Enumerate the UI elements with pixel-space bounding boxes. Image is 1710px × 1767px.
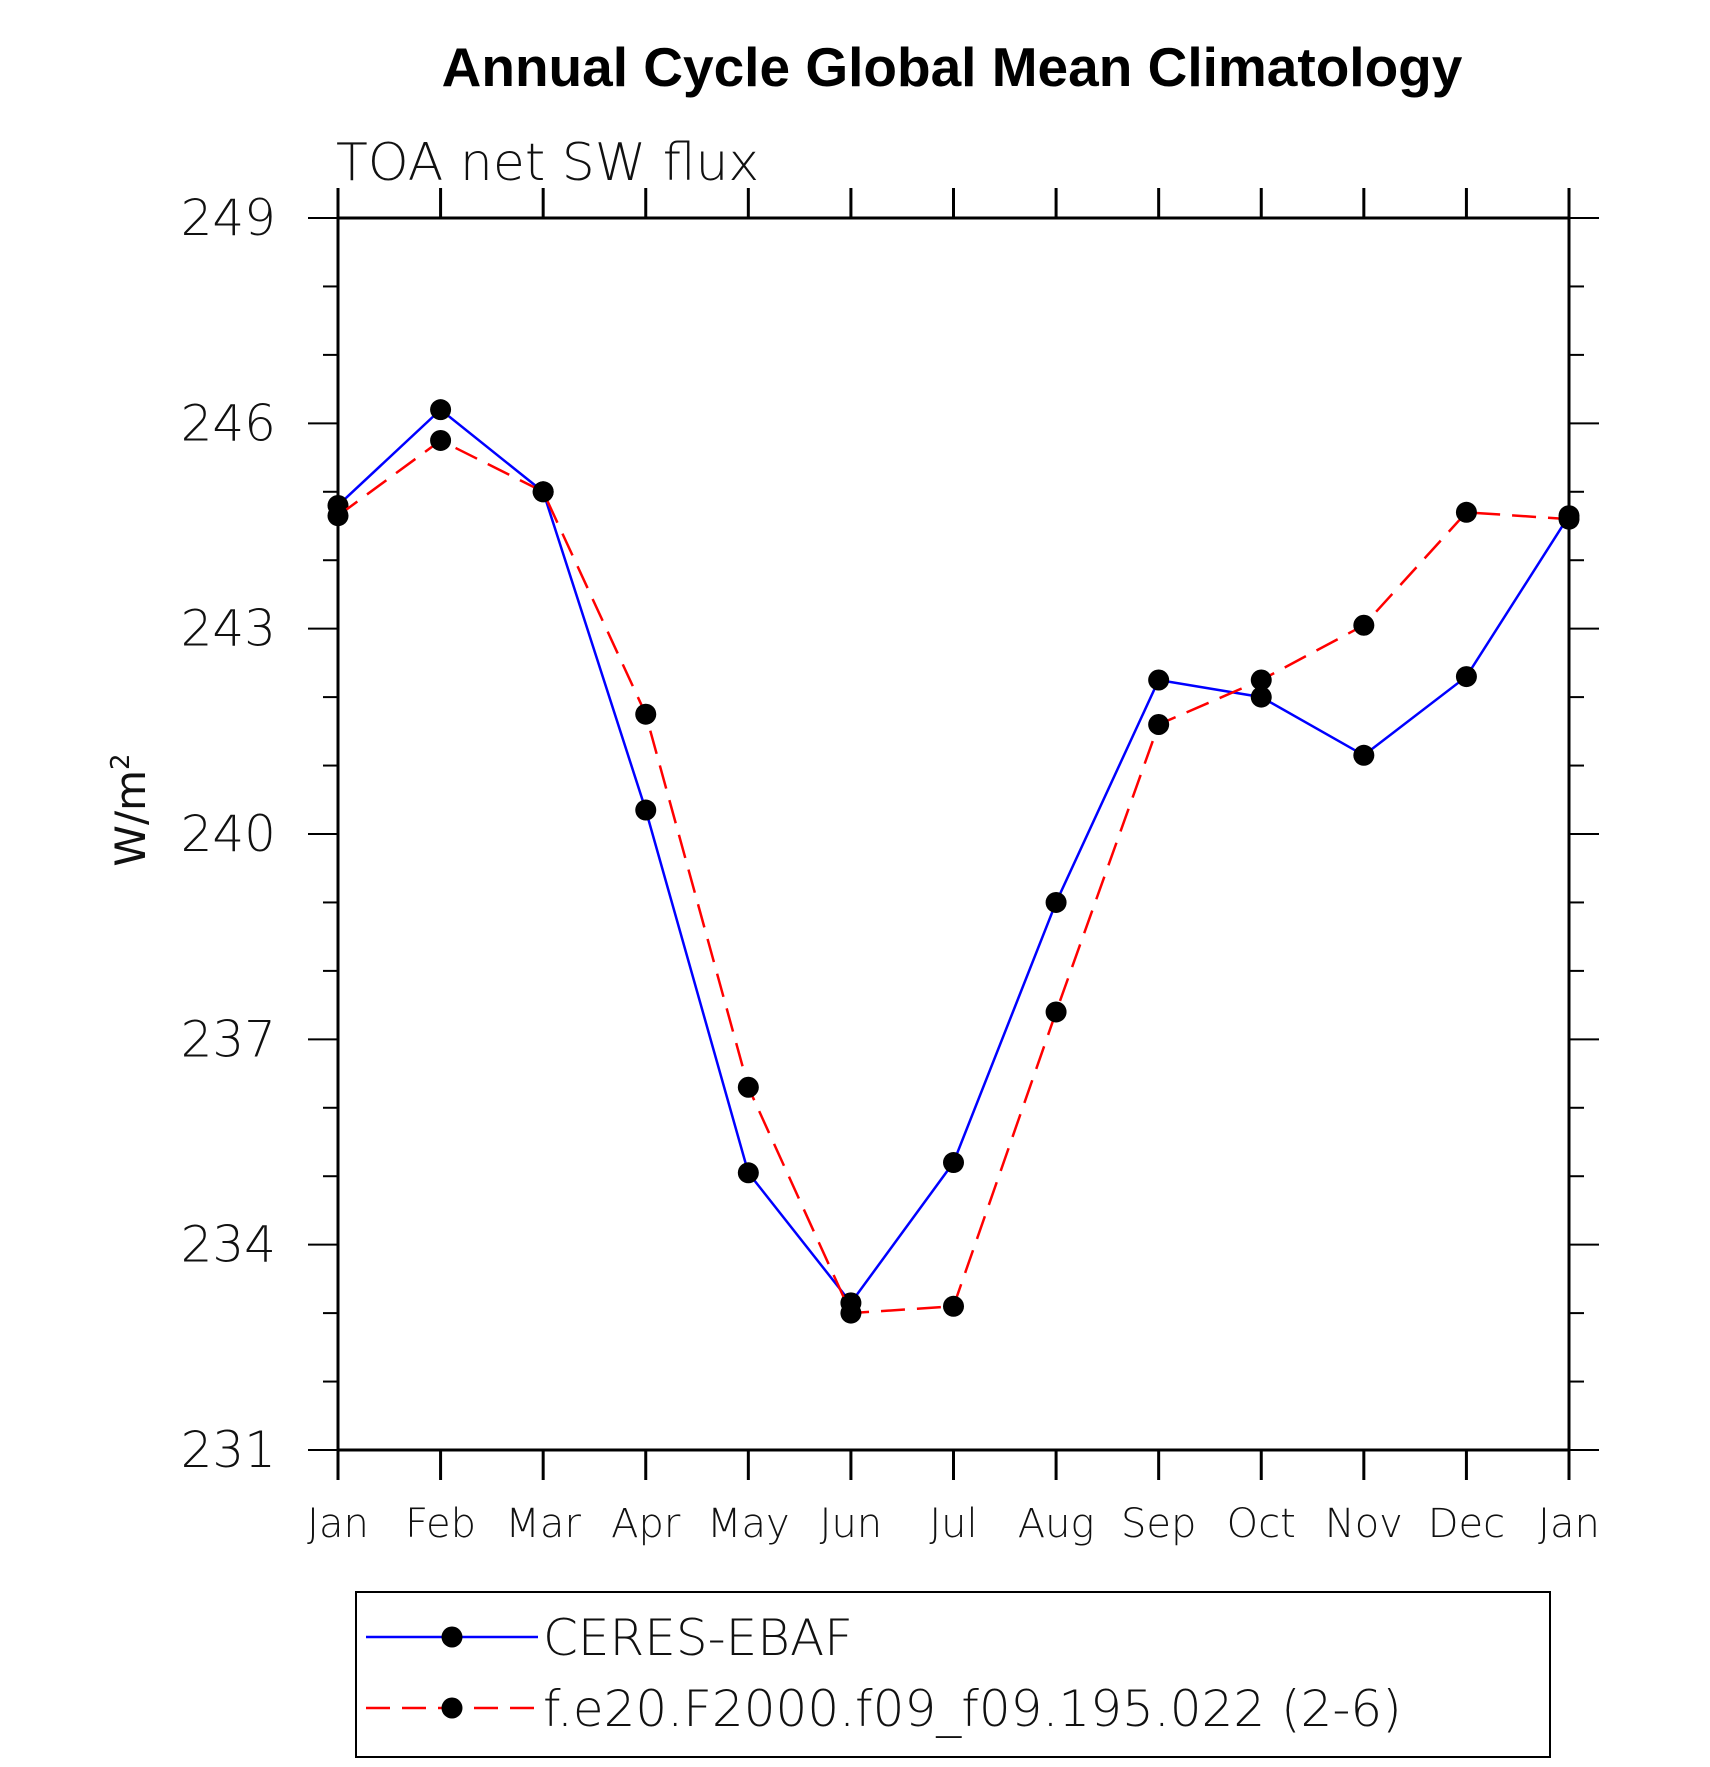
data-point bbox=[943, 1295, 964, 1317]
x-tick-label: Jan bbox=[307, 1501, 369, 1547]
legend-label: f.e20.F2000.f09_f09.195.022 (2-6) bbox=[543, 1680, 1402, 1738]
data-point bbox=[1353, 614, 1375, 636]
legend: CERES-EBAF f.e20.F2000.f09_f09.195.022 (2… bbox=[355, 1591, 1551, 1758]
legend-label: CERES-EBAF bbox=[543, 1609, 853, 1667]
y-tick-label: 240 bbox=[181, 805, 276, 863]
legend-marker bbox=[441, 1697, 463, 1719]
data-point bbox=[1558, 508, 1580, 530]
x-tick-label: Jul bbox=[929, 1501, 977, 1547]
data-point bbox=[635, 799, 657, 821]
series-layer bbox=[327, 399, 1580, 1324]
chart-title: Annual Cycle Global Mean Climatology bbox=[442, 36, 1463, 98]
data-point bbox=[840, 1302, 862, 1324]
data-point bbox=[1148, 713, 1170, 735]
x-tick-label: Dec bbox=[1428, 1501, 1505, 1547]
legend-marker bbox=[441, 1626, 463, 1648]
chart-subtitle: TOA net SW flux bbox=[336, 133, 759, 193]
data-point bbox=[1455, 666, 1477, 688]
data-point bbox=[1250, 686, 1272, 708]
data-point bbox=[430, 399, 452, 421]
data-point bbox=[1250, 669, 1272, 691]
y-tick-label: 243 bbox=[181, 600, 276, 658]
x-tick-label: Jun bbox=[820, 1501, 883, 1547]
data-point bbox=[1353, 744, 1375, 766]
plot-frame bbox=[336, 216, 1571, 1452]
series-line bbox=[337, 438, 1570, 1315]
data-point bbox=[1045, 1001, 1067, 1023]
x-tick-label: Nov bbox=[1325, 1501, 1403, 1547]
y-axis-label: W/m2 bbox=[106, 753, 155, 866]
x-tick-label: Apr bbox=[611, 1501, 681, 1547]
data-point bbox=[1045, 891, 1067, 913]
y-tick-label: 234 bbox=[181, 1216, 276, 1274]
svg-text:W/m2: W/m2 bbox=[106, 753, 155, 866]
legend-items: CERES-EBAF f.e20.F2000.f09_f09.195.022 (2… bbox=[366, 1609, 1402, 1738]
data-point bbox=[737, 1162, 759, 1184]
y-tick-label: 246 bbox=[181, 394, 276, 452]
y-tick-label: 231 bbox=[181, 1421, 276, 1479]
x-tick-label: Oct bbox=[1227, 1501, 1296, 1547]
series-group bbox=[327, 399, 1580, 1314]
data-point bbox=[635, 703, 657, 725]
y-tick-label: 237 bbox=[181, 1010, 276, 1068]
x-tick-label: Feb bbox=[405, 1501, 476, 1547]
series-group bbox=[327, 429, 1580, 1324]
axes: Jan Feb Mar Apr May Jun Jul Aug Sep Oct Nov Dec Jan 2… bbox=[181, 188, 1600, 1547]
legend-box bbox=[355, 1591, 1551, 1758]
data-point bbox=[1148, 669, 1170, 691]
data-point bbox=[430, 429, 452, 451]
data-point bbox=[1455, 501, 1477, 523]
x-tick-label: Mar bbox=[505, 1501, 581, 1547]
y-axis-label-superscript: 2 bbox=[106, 753, 136, 770]
data-point bbox=[737, 1076, 759, 1098]
x-tick-label: May bbox=[707, 1501, 790, 1547]
x-tick-label: Aug bbox=[1018, 1501, 1095, 1547]
y-axis-label-text: W/m bbox=[106, 770, 155, 867]
x-tick-label: Jan bbox=[1538, 1501, 1600, 1547]
y-tick-label: 249 bbox=[181, 189, 276, 247]
x-tick-label: Sep bbox=[1121, 1501, 1196, 1547]
data-point bbox=[532, 481, 554, 503]
data-point bbox=[943, 1152, 964, 1174]
data-point bbox=[327, 505, 349, 527]
